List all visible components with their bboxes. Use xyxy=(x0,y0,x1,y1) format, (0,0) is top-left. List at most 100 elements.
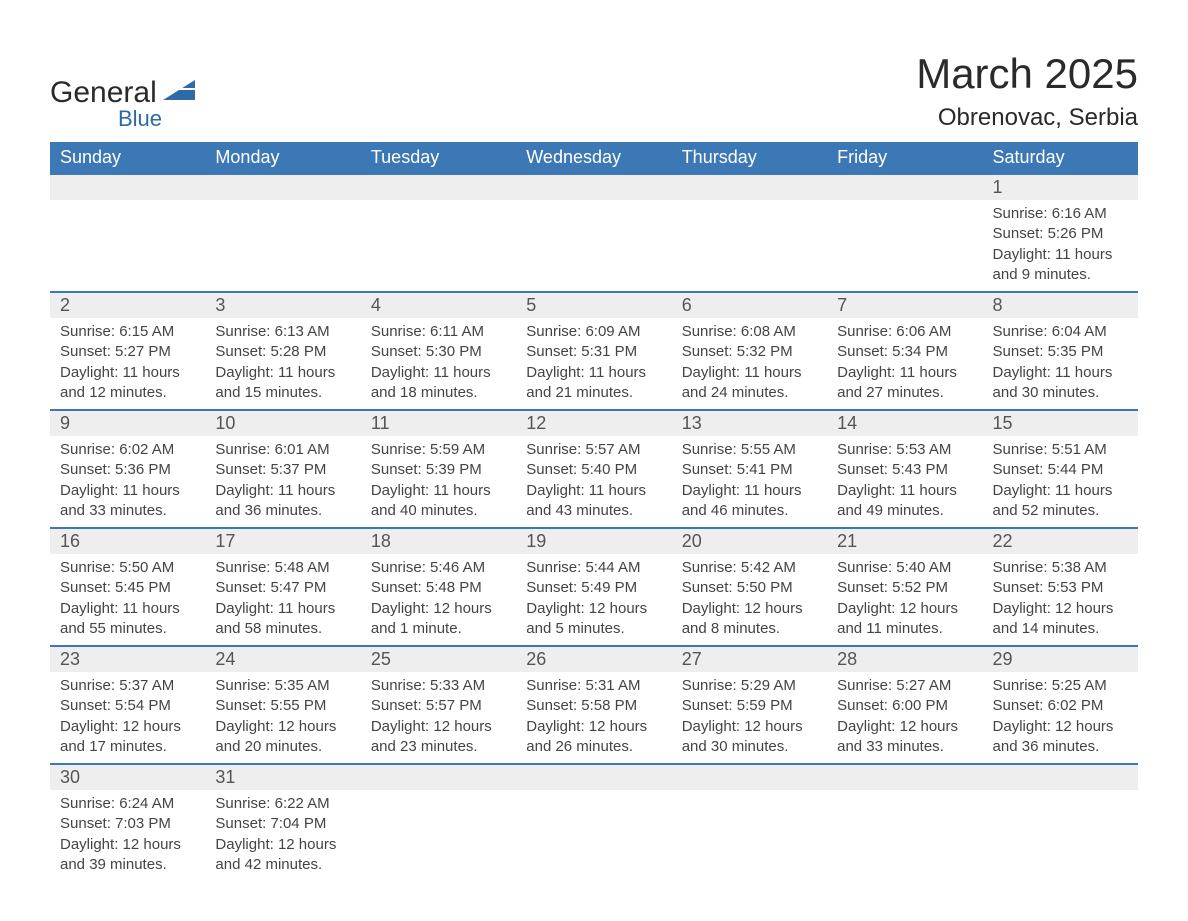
details-row: Sunrise: 6:16 AMSunset: 5:26 PMDaylight:… xyxy=(50,200,1138,292)
sunrise-line: Sunrise: 5:27 AM xyxy=(837,676,972,696)
day-details-cell: Sunrise: 5:59 AMSunset: 5:39 PMDaylight:… xyxy=(361,436,516,528)
weekday-header: Friday xyxy=(827,142,982,174)
day-number-cell: 30 xyxy=(50,764,205,790)
day-details-cell xyxy=(827,790,982,881)
sunset-line: Sunset: 5:44 PM xyxy=(993,460,1128,480)
sunset-line: Sunset: 6:00 PM xyxy=(837,696,972,716)
day-number-cell xyxy=(205,174,360,200)
day-details-cell: Sunrise: 5:38 AMSunset: 5:53 PMDaylight:… xyxy=(983,554,1138,646)
day-number-cell: 28 xyxy=(827,646,982,672)
day-details: Sunrise: 6:11 AMSunset: 5:30 PMDaylight:… xyxy=(361,318,516,409)
sunrise-line: Sunrise: 5:40 AM xyxy=(837,558,972,578)
sunset-line: Sunset: 7:04 PM xyxy=(215,814,350,834)
sunset-line: Sunset: 5:31 PM xyxy=(526,342,661,362)
sunrise-line: Sunrise: 5:38 AM xyxy=(993,558,1128,578)
weekday-header: Tuesday xyxy=(361,142,516,174)
day-number-cell: 14 xyxy=(827,410,982,436)
day-number: 5 xyxy=(516,293,671,318)
day-details: Sunrise: 5:44 AMSunset: 5:49 PMDaylight:… xyxy=(516,554,671,645)
day-number-cell: 1 xyxy=(983,174,1138,200)
day-details xyxy=(205,200,360,210)
day-number-cell: 4 xyxy=(361,292,516,318)
day-details: Sunrise: 6:13 AMSunset: 5:28 PMDaylight:… xyxy=(205,318,360,409)
daylight-line: Daylight: 11 hours and 27 minutes. xyxy=(837,363,972,404)
sunrise-line: Sunrise: 6:22 AM xyxy=(215,794,350,814)
daylight-line: Daylight: 11 hours and 58 minutes. xyxy=(215,599,350,640)
daylight-line: Daylight: 12 hours and 11 minutes. xyxy=(837,599,972,640)
day-details: Sunrise: 6:24 AMSunset: 7:03 PMDaylight:… xyxy=(50,790,205,881)
day-details: Sunrise: 5:55 AMSunset: 5:41 PMDaylight:… xyxy=(672,436,827,527)
day-details-cell: Sunrise: 5:57 AMSunset: 5:40 PMDaylight:… xyxy=(516,436,671,528)
sunrise-line: Sunrise: 5:31 AM xyxy=(526,676,661,696)
sunset-line: Sunset: 5:34 PM xyxy=(837,342,972,362)
day-number-cell xyxy=(361,174,516,200)
day-number-cell: 2 xyxy=(50,292,205,318)
day-number-cell xyxy=(827,764,982,790)
day-number-cell xyxy=(672,764,827,790)
sunset-line: Sunset: 5:55 PM xyxy=(215,696,350,716)
day-number xyxy=(361,765,516,789)
day-number: 22 xyxy=(983,529,1138,554)
day-number-cell: 22 xyxy=(983,528,1138,554)
daynum-row: 1 xyxy=(50,174,1138,200)
day-number-cell: 8 xyxy=(983,292,1138,318)
sunrise-line: Sunrise: 6:02 AM xyxy=(60,440,195,460)
day-details-cell: Sunrise: 5:25 AMSunset: 6:02 PMDaylight:… xyxy=(983,672,1138,764)
day-details-cell: Sunrise: 5:37 AMSunset: 5:54 PMDaylight:… xyxy=(50,672,205,764)
day-number: 25 xyxy=(361,647,516,672)
day-number: 11 xyxy=(361,411,516,436)
sunrise-line: Sunrise: 5:42 AM xyxy=(682,558,817,578)
sunset-line: Sunset: 5:28 PM xyxy=(215,342,350,362)
day-number xyxy=(516,765,671,789)
sunrise-line: Sunrise: 5:44 AM xyxy=(526,558,661,578)
daylight-line: Daylight: 12 hours and 23 minutes. xyxy=(371,717,506,758)
day-details xyxy=(361,200,516,210)
day-number-cell xyxy=(983,764,1138,790)
sunrise-line: Sunrise: 5:50 AM xyxy=(60,558,195,578)
weekday-header: Wednesday xyxy=(516,142,671,174)
day-number: 28 xyxy=(827,647,982,672)
sunrise-line: Sunrise: 5:33 AM xyxy=(371,676,506,696)
day-number: 31 xyxy=(205,765,360,790)
daylight-line: Daylight: 11 hours and 18 minutes. xyxy=(371,363,506,404)
daylight-line: Daylight: 12 hours and 5 minutes. xyxy=(526,599,661,640)
day-details-cell: Sunrise: 5:42 AMSunset: 5:50 PMDaylight:… xyxy=(672,554,827,646)
day-details: Sunrise: 5:40 AMSunset: 5:52 PMDaylight:… xyxy=(827,554,982,645)
day-number: 24 xyxy=(205,647,360,672)
logo-triangle-icon xyxy=(163,78,195,105)
day-number-cell: 25 xyxy=(361,646,516,672)
daylight-line: Daylight: 12 hours and 33 minutes. xyxy=(837,717,972,758)
sunset-line: Sunset: 5:40 PM xyxy=(526,460,661,480)
day-details xyxy=(516,790,671,800)
day-details-cell xyxy=(361,200,516,292)
day-number-cell xyxy=(50,174,205,200)
day-details-cell: Sunrise: 6:11 AMSunset: 5:30 PMDaylight:… xyxy=(361,318,516,410)
daynum-row: 3031 xyxy=(50,764,1138,790)
day-number: 21 xyxy=(827,529,982,554)
day-details-cell: Sunrise: 5:44 AMSunset: 5:49 PMDaylight:… xyxy=(516,554,671,646)
day-details: Sunrise: 6:22 AMSunset: 7:04 PMDaylight:… xyxy=(205,790,360,881)
sunset-line: Sunset: 5:36 PM xyxy=(60,460,195,480)
sunrise-line: Sunrise: 6:04 AM xyxy=(993,322,1128,342)
day-number: 9 xyxy=(50,411,205,436)
sunset-line: Sunset: 5:48 PM xyxy=(371,578,506,598)
day-details-cell xyxy=(672,200,827,292)
day-number-cell: 19 xyxy=(516,528,671,554)
day-number-cell: 27 xyxy=(672,646,827,672)
logo-main-text: General xyxy=(50,76,157,109)
sunset-line: Sunset: 5:52 PM xyxy=(837,578,972,598)
day-number-cell: 18 xyxy=(361,528,516,554)
day-number xyxy=(361,175,516,199)
day-details: Sunrise: 5:27 AMSunset: 6:00 PMDaylight:… xyxy=(827,672,982,763)
day-number-cell: 13 xyxy=(672,410,827,436)
day-details-cell: Sunrise: 6:09 AMSunset: 5:31 PMDaylight:… xyxy=(516,318,671,410)
day-details-cell: Sunrise: 6:04 AMSunset: 5:35 PMDaylight:… xyxy=(983,318,1138,410)
weekday-header: Thursday xyxy=(672,142,827,174)
daylight-line: Daylight: 11 hours and 49 minutes. xyxy=(837,481,972,522)
logo-sub-text: Blue xyxy=(118,106,195,132)
day-number: 12 xyxy=(516,411,671,436)
sunrise-line: Sunrise: 6:16 AM xyxy=(993,204,1128,224)
day-details-cell xyxy=(827,200,982,292)
day-number-cell: 11 xyxy=(361,410,516,436)
day-details-cell: Sunrise: 5:29 AMSunset: 5:59 PMDaylight:… xyxy=(672,672,827,764)
